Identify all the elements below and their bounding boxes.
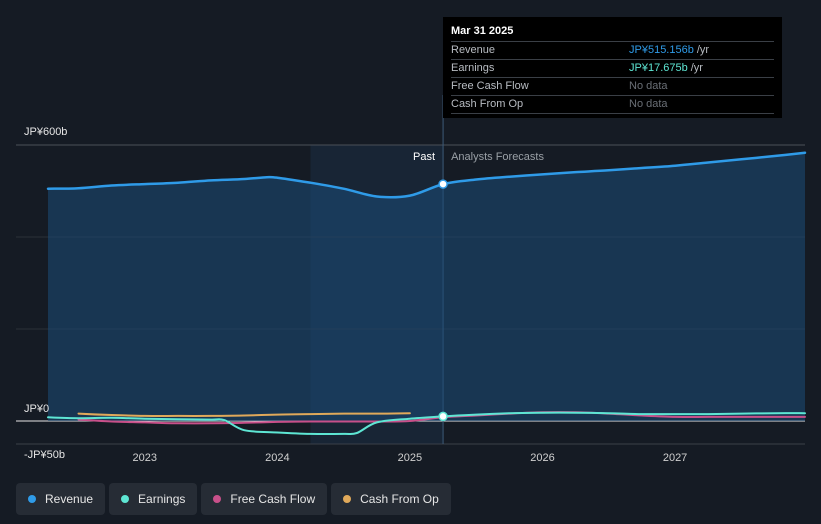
earnings-marker <box>438 411 448 422</box>
legend-label: Cash From Op <box>360 492 439 506</box>
y-tick-label: -JP¥50b <box>24 449 65 461</box>
tooltip-value: JP¥17.675b <box>629 62 688 74</box>
tooltip-unit: /yr <box>696 44 710 56</box>
y-tick-label: JP¥600b <box>24 126 67 138</box>
hover-tooltip: Mar 31 2025 Revenue JP¥515.156b /yr Earn… <box>443 17 782 118</box>
x-tick-label: 2027 <box>663 452 687 464</box>
free-cash-flow-dot-icon <box>213 495 222 503</box>
cash-from-op-dot-icon <box>343 495 352 503</box>
tooltip-row-cash-from-op: Cash From Op No data <box>451 95 774 114</box>
tooltip-row-free-cash-flow: Free Cash Flow No data <box>451 77 774 95</box>
x-tick-label: 2024 <box>265 452 289 464</box>
legend-item-free-cash-flow[interactable]: Free Cash Flow <box>201 483 328 515</box>
revenue-area <box>48 152 805 422</box>
y-tick-label: JP¥0 <box>24 403 49 415</box>
tooltip-label: Cash From Op <box>451 98 524 110</box>
tooltip-value: No data <box>629 98 668 110</box>
revenue-line <box>46 151 807 199</box>
tooltip-label: Free Cash Flow <box>451 80 529 92</box>
legend-label: Revenue <box>45 492 94 506</box>
tooltip-date: Mar 31 2025 <box>451 25 514 37</box>
past-label: Past <box>413 151 435 163</box>
x-tick-label: 2025 <box>398 452 422 464</box>
legend-label: Earnings <box>138 492 186 506</box>
revenue-marker <box>438 179 448 189</box>
legend-item-revenue[interactable]: Revenue <box>16 483 106 515</box>
tooltip-label: Earnings <box>451 62 495 74</box>
legend-item-earnings[interactable]: Earnings <box>109 483 198 515</box>
earnings-line <box>47 411 806 436</box>
cash-from-op-line <box>77 412 411 417</box>
earnings-dot-icon <box>121 495 130 503</box>
legend-item-cash-from-op[interactable]: Cash From Op <box>331 483 451 515</box>
legend-label: Free Cash Flow <box>230 492 316 506</box>
tooltip-row-earnings: Earnings JP¥17.675b /yr <box>451 59 774 77</box>
tooltip-label: Revenue <box>451 44 496 56</box>
x-tick-label: 2023 <box>133 452 157 464</box>
chart-legend: Revenue Earnings Free Cash Flow Cash Fro… <box>16 483 451 515</box>
tooltip-row-revenue: Revenue JP¥515.156b /yr <box>451 41 774 59</box>
forecast-label: Analysts Forecasts <box>451 151 544 163</box>
tooltip-value: No data <box>629 80 668 92</box>
tooltip-unit: /yr <box>690 62 703 74</box>
x-tick-label: 2026 <box>530 452 554 464</box>
tooltip-value: JP¥515.156b <box>629 44 694 56</box>
revenue-dot-icon <box>28 495 36 503</box>
